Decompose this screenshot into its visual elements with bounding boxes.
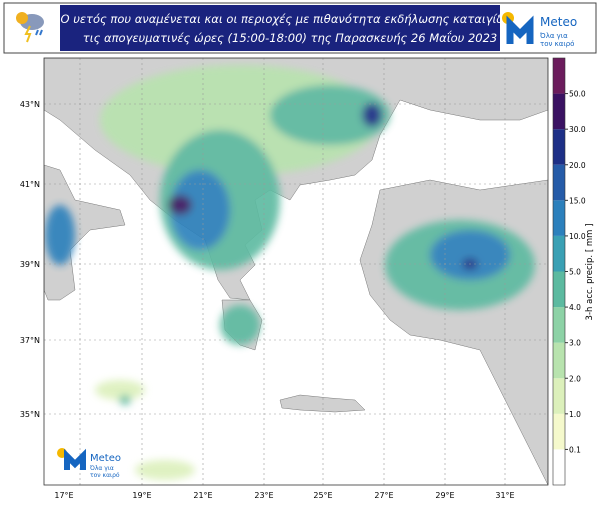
axis-labels: 43°N 41°N 39°N 37°N 35°N 17°E 19°E 21°E 23°E 25°E…	[20, 100, 515, 500]
colorbar-segment	[553, 342, 565, 379]
lat-label: 39°N	[20, 260, 40, 269]
lon-label: 29°E	[435, 491, 454, 500]
colorbar-tick-label: 4.0	[569, 303, 581, 312]
colorbar-segment	[553, 378, 565, 414]
weather-icon	[16, 12, 44, 43]
colorbar-segment	[553, 164, 565, 201]
colorbar-segment	[553, 200, 565, 236]
header-logo: Meteo Όλα για τον καιρό	[502, 12, 577, 48]
colorbar-segment	[553, 129, 565, 165]
colorbar: 0.1 1.0 2.0 3.0 4.0 5.0 10.0 15.0 20.0 30.0 50.0	[552, 57, 586, 486]
title-bg	[60, 5, 500, 51]
colorbar-tick-label: 5.0	[569, 268, 581, 277]
colorbar-tick-label: 1.0	[569, 410, 581, 419]
title-line: Ο υετός που αναμένεται και οι περιοχές μ…	[60, 12, 520, 26]
lon-label: 27°E	[374, 491, 393, 500]
colorbar-segment	[553, 93, 565, 130]
lat-label: 35°N	[20, 410, 40, 419]
colorbar-segment	[553, 271, 565, 308]
colorbar-tick-label: 2.0	[569, 374, 581, 383]
colorbar-segment	[553, 58, 565, 94]
lon-label: 31°E	[495, 491, 514, 500]
colorbar-segment	[553, 307, 565, 343]
colorbar-segment	[553, 235, 565, 272]
map-frame	[43, 57, 549, 486]
lat-label: 37°N	[20, 336, 40, 345]
map-logo: Meteo Όλα για τον καιρό	[57, 448, 121, 479]
colorbar-tick-label: 20.0	[569, 161, 586, 170]
lon-label: 23°E	[254, 491, 273, 500]
lat-label: 41°N	[20, 180, 40, 189]
logo-tagline: Όλα για	[89, 465, 114, 472]
logo-name: Meteo	[540, 15, 577, 29]
colorbar-label: 3-h acc. precip. [ mm ]	[585, 224, 595, 321]
colorbar-tick-label: 50.0	[569, 90, 586, 99]
title-line: τις απογευματινές ώρες (15:00-18:00) της…	[83, 30, 497, 45]
logo-tagline: Όλα για	[539, 32, 568, 40]
colorbar-segment	[553, 413, 565, 450]
colorbar-tick-label: 15.0	[569, 196, 586, 205]
logo-name: Meteo	[90, 453, 121, 464]
colorbar-tick-label: 30.0	[569, 125, 586, 134]
lon-label: 21°E	[193, 491, 212, 500]
map	[44, 58, 548, 485]
colorbar-segment	[553, 449, 565, 485]
colorbar-tick-label: 10.0	[569, 232, 586, 241]
lon-label: 25°E	[313, 491, 332, 500]
logo-tagline: τον καιρό	[540, 40, 574, 48]
logo-tagline: τον καιρό	[90, 472, 120, 479]
colorbar-tick-label: 0.1	[569, 445, 581, 454]
lat-label: 43°N	[20, 100, 40, 109]
lon-label: 19°E	[132, 491, 151, 500]
lon-label: 17°E	[54, 491, 73, 500]
colorbar-tick-label: 3.0	[569, 339, 581, 348]
